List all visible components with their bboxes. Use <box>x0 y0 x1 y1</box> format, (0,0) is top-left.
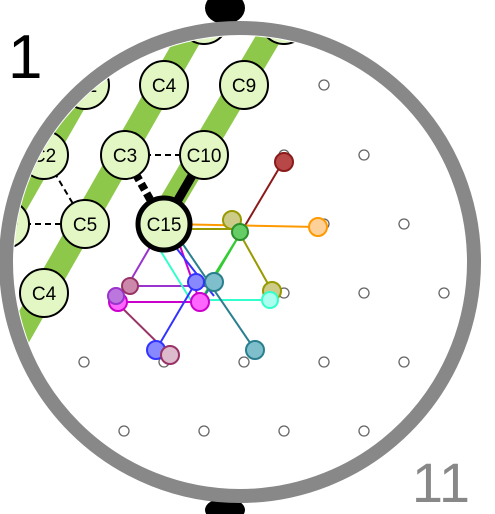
node-label: C10 <box>187 146 222 167</box>
node-label: C4 <box>32 284 57 305</box>
connector-endpoints <box>107 152 328 365</box>
corner-label-bottom-right: 11 <box>412 451 470 514</box>
node-label: C15 <box>147 215 182 236</box>
node-C15-selected[interactable]: C15 <box>135 195 193 253</box>
node-C10[interactable]: C10 <box>179 130 229 180</box>
node-C9[interactable]: C9 <box>219 60 269 110</box>
outer-ring <box>0 21 481 503</box>
node-label: C4 <box>152 76 177 97</box>
top-anchor <box>205 0 245 24</box>
node-label: C5 <box>73 215 97 236</box>
corner-label-top-left: 1 <box>8 23 42 92</box>
node-C5[interactable]: C5 <box>60 199 110 249</box>
node-label: C9 <box>232 76 256 97</box>
node-label: C3 <box>113 146 137 167</box>
node-C4-top[interactable]: C4 <box>139 60 189 110</box>
node-partial-top[interactable] <box>179 0 309 45</box>
node-C3[interactable]: C3 <box>100 130 150 180</box>
node-C4-bottom[interactable]: C4 <box>19 268 69 318</box>
